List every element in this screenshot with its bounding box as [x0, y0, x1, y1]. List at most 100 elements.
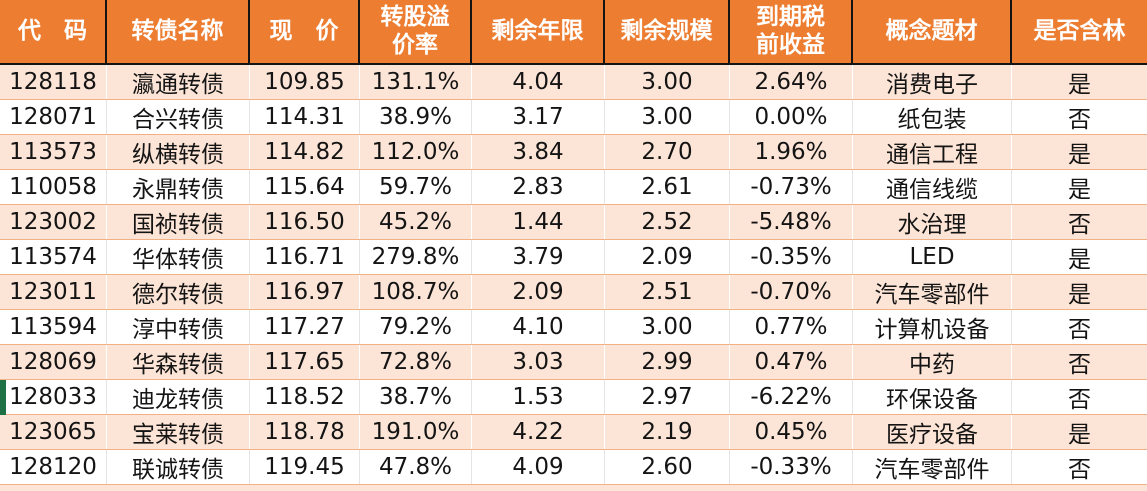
cell-theme[interactable]: 计算机设备	[853, 310, 1012, 344]
cell-price[interactable]: 118.78	[250, 415, 360, 449]
col-header-years[interactable]: 剩余年限	[472, 0, 605, 63]
cell-yield[interactable]: -0.33%	[730, 450, 853, 484]
cell-theme[interactable]: 汽车零部件	[853, 275, 1012, 309]
cell-theme[interactable]: 环保设备	[853, 380, 1012, 414]
cell-price[interactable]: 116.71	[250, 240, 360, 274]
cell-years[interactable]: 3.84	[472, 135, 605, 169]
cell-code[interactable]: 128120	[0, 450, 107, 484]
cell-yield[interactable]: -0.35%	[730, 240, 853, 274]
cell-premium[interactable]: 79.2%	[360, 310, 472, 344]
col-header-code[interactable]: 代 码	[0, 0, 107, 63]
col-header-theme[interactable]: 概念题材	[853, 0, 1012, 63]
cell-code[interactable]: 123065	[0, 415, 107, 449]
cell-price[interactable]: 116.97	[250, 275, 360, 309]
cell-price[interactable]: 109.85	[250, 65, 360, 99]
cell-forest[interactable]: 否	[1068, 457, 1091, 483]
cell-size[interactable]: 2.70	[605, 135, 730, 169]
cell-name[interactable]: 国祯转债	[107, 205, 250, 239]
cell-premium[interactable]: 72.8%	[360, 345, 472, 379]
cell-yield[interactable]: 1.96%	[730, 135, 853, 169]
cell-forest[interactable]: 是	[1068, 72, 1091, 98]
cell-theme[interactable]: 中药	[853, 345, 1012, 379]
col-header-forest[interactable]: 是否含林	[1033, 17, 1126, 44]
cell-name[interactable]: 华森转债	[107, 345, 250, 379]
cell-price[interactable]: 116.50	[250, 205, 360, 239]
cell-size[interactable]: 3.00	[605, 310, 730, 344]
cell-name[interactable]: 合兴转债	[107, 100, 250, 134]
cell-years[interactable]: 3.79	[472, 240, 605, 274]
cell-yield[interactable]: -0.73%	[730, 170, 853, 204]
cell-years[interactable]: 3.17	[472, 100, 605, 134]
cell-forest[interactable]: 否	[1068, 212, 1091, 238]
cell-yield[interactable]: 2.64%	[730, 65, 853, 99]
cell-yield[interactable]: -5.48%	[730, 205, 853, 239]
cell-premium[interactable]: 112.0%	[360, 135, 472, 169]
cell-size[interactable]: 3.00	[605, 100, 730, 134]
col-header-size[interactable]: 剩余规模	[605, 0, 730, 63]
cell-price[interactable]: 119.45	[250, 450, 360, 484]
cell-size[interactable]: 2.52	[605, 205, 730, 239]
cell-yield[interactable]: 0.00%	[730, 100, 853, 134]
cell-theme[interactable]: 水治理	[853, 205, 1012, 239]
cell-name[interactable]: 瀛通转债	[107, 65, 250, 99]
cell-size[interactable]: 2.61	[605, 170, 730, 204]
cell-name[interactable]: 迪龙转债	[107, 380, 250, 414]
cell-premium[interactable]: 108.7%	[360, 275, 472, 309]
cell-theme[interactable]: 汽车零部件	[853, 450, 1012, 484]
cell-name[interactable]: 联诚转债	[107, 450, 250, 484]
cell-size[interactable]: 3.00	[605, 65, 730, 99]
cell-years[interactable]: 1.44	[472, 205, 605, 239]
cell-yield[interactable]: 0.77%	[730, 310, 853, 344]
cell-size[interactable]: 2.99	[605, 345, 730, 379]
cell-yield[interactable]: 0.47%	[730, 345, 853, 379]
cell-theme[interactable]: 通信工程	[853, 135, 1012, 169]
cell-premium[interactable]: 38.9%	[360, 100, 472, 134]
cell-yield[interactable]: -0.70%	[730, 275, 853, 309]
cell-premium[interactable]: 59.7%	[360, 170, 472, 204]
cell-premium[interactable]: 191.0%	[360, 415, 472, 449]
cell-years[interactable]: 4.09	[472, 450, 605, 484]
cell-premium[interactable]: 131.1%	[360, 65, 472, 99]
cell-forest[interactable]: 是	[1068, 247, 1091, 273]
cell-code[interactable]: 113574	[0, 240, 107, 274]
cell-price[interactable]: 114.82	[250, 135, 360, 169]
cell-name[interactable]: 淳中转债	[107, 310, 250, 344]
cell-code[interactable]: 123002	[0, 205, 107, 239]
cell-name[interactable]: 华体转债	[107, 240, 250, 274]
cell-code[interactable]: 110058	[0, 170, 107, 204]
cell-size[interactable]: 2.09	[605, 240, 730, 274]
cell-forest[interactable]: 否	[1068, 387, 1091, 413]
cell-code[interactable]: 113573	[0, 135, 107, 169]
cell-forest[interactable]: 是	[1068, 282, 1091, 308]
cell-yield[interactable]: 0.45%	[730, 415, 853, 449]
cell-name[interactable]: 宝莱转债	[107, 415, 250, 449]
col-header-yield[interactable]: 到期税 前收益	[730, 0, 853, 63]
cell-years[interactable]: 4.22	[472, 415, 605, 449]
cell-forest[interactable]: 是	[1068, 177, 1091, 203]
cell-years[interactable]: 3.03	[472, 345, 605, 379]
cell-years[interactable]: 2.83	[472, 170, 605, 204]
cell-price[interactable]: 115.64	[250, 170, 360, 204]
cell-years[interactable]: 4.04	[472, 65, 605, 99]
cell-code[interactable]: 128033	[0, 380, 107, 414]
cell-years[interactable]: 1.53	[472, 380, 605, 414]
cell-yield[interactable]: -6.22%	[730, 380, 853, 414]
cell-forest[interactable]: 否	[1068, 317, 1091, 343]
col-header-premium[interactable]: 转股溢 价率	[360, 0, 472, 63]
cell-premium[interactable]: 279.8%	[360, 240, 472, 274]
cell-theme[interactable]: LED	[853, 240, 1012, 274]
col-header-price[interactable]: 现 价	[250, 0, 360, 63]
cell-size[interactable]: 2.51	[605, 275, 730, 309]
cell-price[interactable]: 117.65	[250, 345, 360, 379]
cell-code[interactable]: 128118	[0, 65, 107, 99]
cell-theme[interactable]: 纸包装	[853, 100, 1012, 134]
cell-code[interactable]: 123011	[0, 275, 107, 309]
cell-name[interactable]: 德尔转债	[107, 275, 250, 309]
cell-price[interactable]: 114.31	[250, 100, 360, 134]
col-header-name[interactable]: 转债名称	[107, 0, 250, 63]
cell-theme[interactable]: 通信线缆	[853, 170, 1012, 204]
cell-code[interactable]: 113594	[0, 310, 107, 344]
cell-name[interactable]: 永鼎转债	[107, 170, 250, 204]
cell-size[interactable]: 2.60	[605, 450, 730, 484]
cell-theme[interactable]: 消费电子	[853, 65, 1012, 99]
